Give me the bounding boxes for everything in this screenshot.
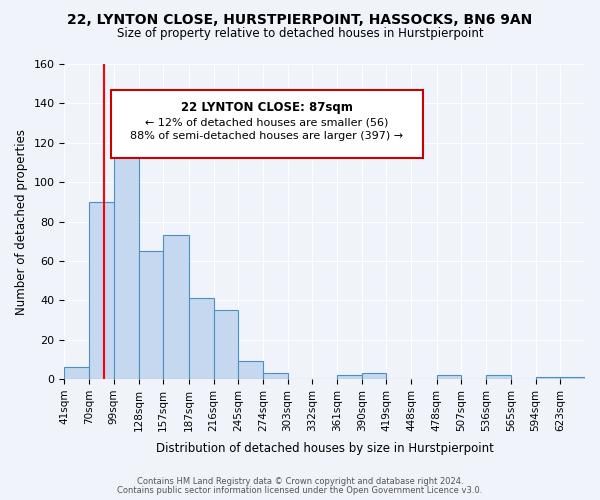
Text: 22, LYNTON CLOSE, HURSTPIERPOINT, HASSOCKS, BN6 9AN: 22, LYNTON CLOSE, HURSTPIERPOINT, HASSOC… bbox=[67, 12, 533, 26]
Y-axis label: Number of detached properties: Number of detached properties bbox=[15, 128, 28, 314]
Text: Contains HM Land Registry data © Crown copyright and database right 2024.: Contains HM Land Registry data © Crown c… bbox=[137, 477, 463, 486]
Bar bbox=[214, 310, 238, 379]
Bar bbox=[337, 375, 362, 379]
Bar bbox=[189, 298, 214, 379]
Bar bbox=[263, 373, 287, 379]
Bar bbox=[437, 375, 461, 379]
Bar bbox=[139, 251, 163, 379]
Text: 22 LYNTON CLOSE: 87sqm: 22 LYNTON CLOSE: 87sqm bbox=[181, 101, 353, 114]
Bar bbox=[163, 236, 189, 379]
Bar bbox=[536, 377, 560, 379]
Text: ← 12% of detached houses are smaller (56): ← 12% of detached houses are smaller (56… bbox=[145, 118, 389, 128]
Text: Contains public sector information licensed under the Open Government Licence v3: Contains public sector information licen… bbox=[118, 486, 482, 495]
Bar bbox=[89, 202, 114, 379]
Bar bbox=[560, 377, 585, 379]
Bar bbox=[114, 125, 139, 379]
X-axis label: Distribution of detached houses by size in Hurstpierpoint: Distribution of detached houses by size … bbox=[156, 442, 494, 455]
Text: 88% of semi-detached houses are larger (397) →: 88% of semi-detached houses are larger (… bbox=[130, 131, 404, 141]
Bar bbox=[238, 362, 263, 379]
Text: Size of property relative to detached houses in Hurstpierpoint: Size of property relative to detached ho… bbox=[116, 28, 484, 40]
Bar bbox=[64, 367, 89, 379]
Bar bbox=[362, 373, 386, 379]
Bar bbox=[486, 375, 511, 379]
